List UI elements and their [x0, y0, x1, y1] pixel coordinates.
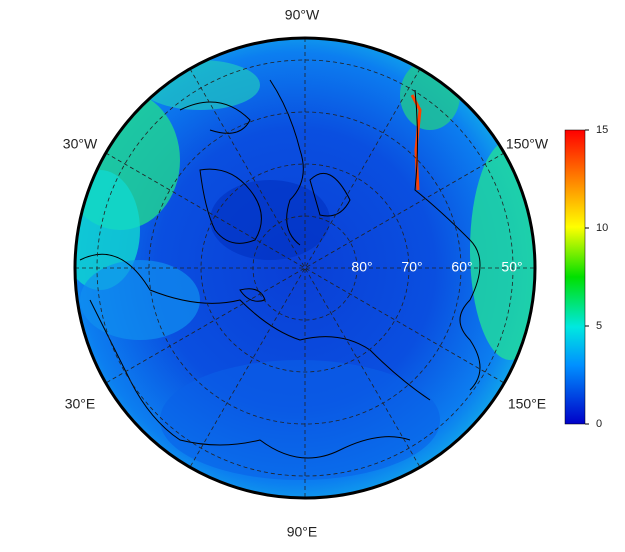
latitude-label: 50° [501, 259, 522, 275]
latitude-label: 70° [401, 259, 422, 275]
latitude-label: 60° [451, 259, 472, 275]
map-border [73, 36, 537, 500]
longitude-label: 150°W [506, 136, 549, 152]
longitude-label: 90°W [285, 7, 320, 23]
coastlines [79, 79, 481, 459]
longitude-label: 90°E [287, 524, 318, 540]
colorbar-ramp [564, 129, 586, 425]
latitude-circle [200, 163, 410, 373]
colorbar-tick-label: 10 [596, 222, 608, 234]
colorbar-tick-label: 15 [596, 124, 608, 136]
longitude-label: 150°E [508, 396, 546, 412]
longitude-label: 30°W [63, 136, 98, 152]
colorbar-tick-label: 5 [596, 320, 602, 332]
longitude-label: 30°E [65, 396, 96, 412]
map-field [75, 38, 535, 498]
graticule [75, 38, 535, 498]
latitude-label: 80° [351, 259, 372, 275]
colorbar: 0 5 10 15 [564, 124, 608, 430]
colorbar-tick-label: 0 [596, 418, 602, 430]
